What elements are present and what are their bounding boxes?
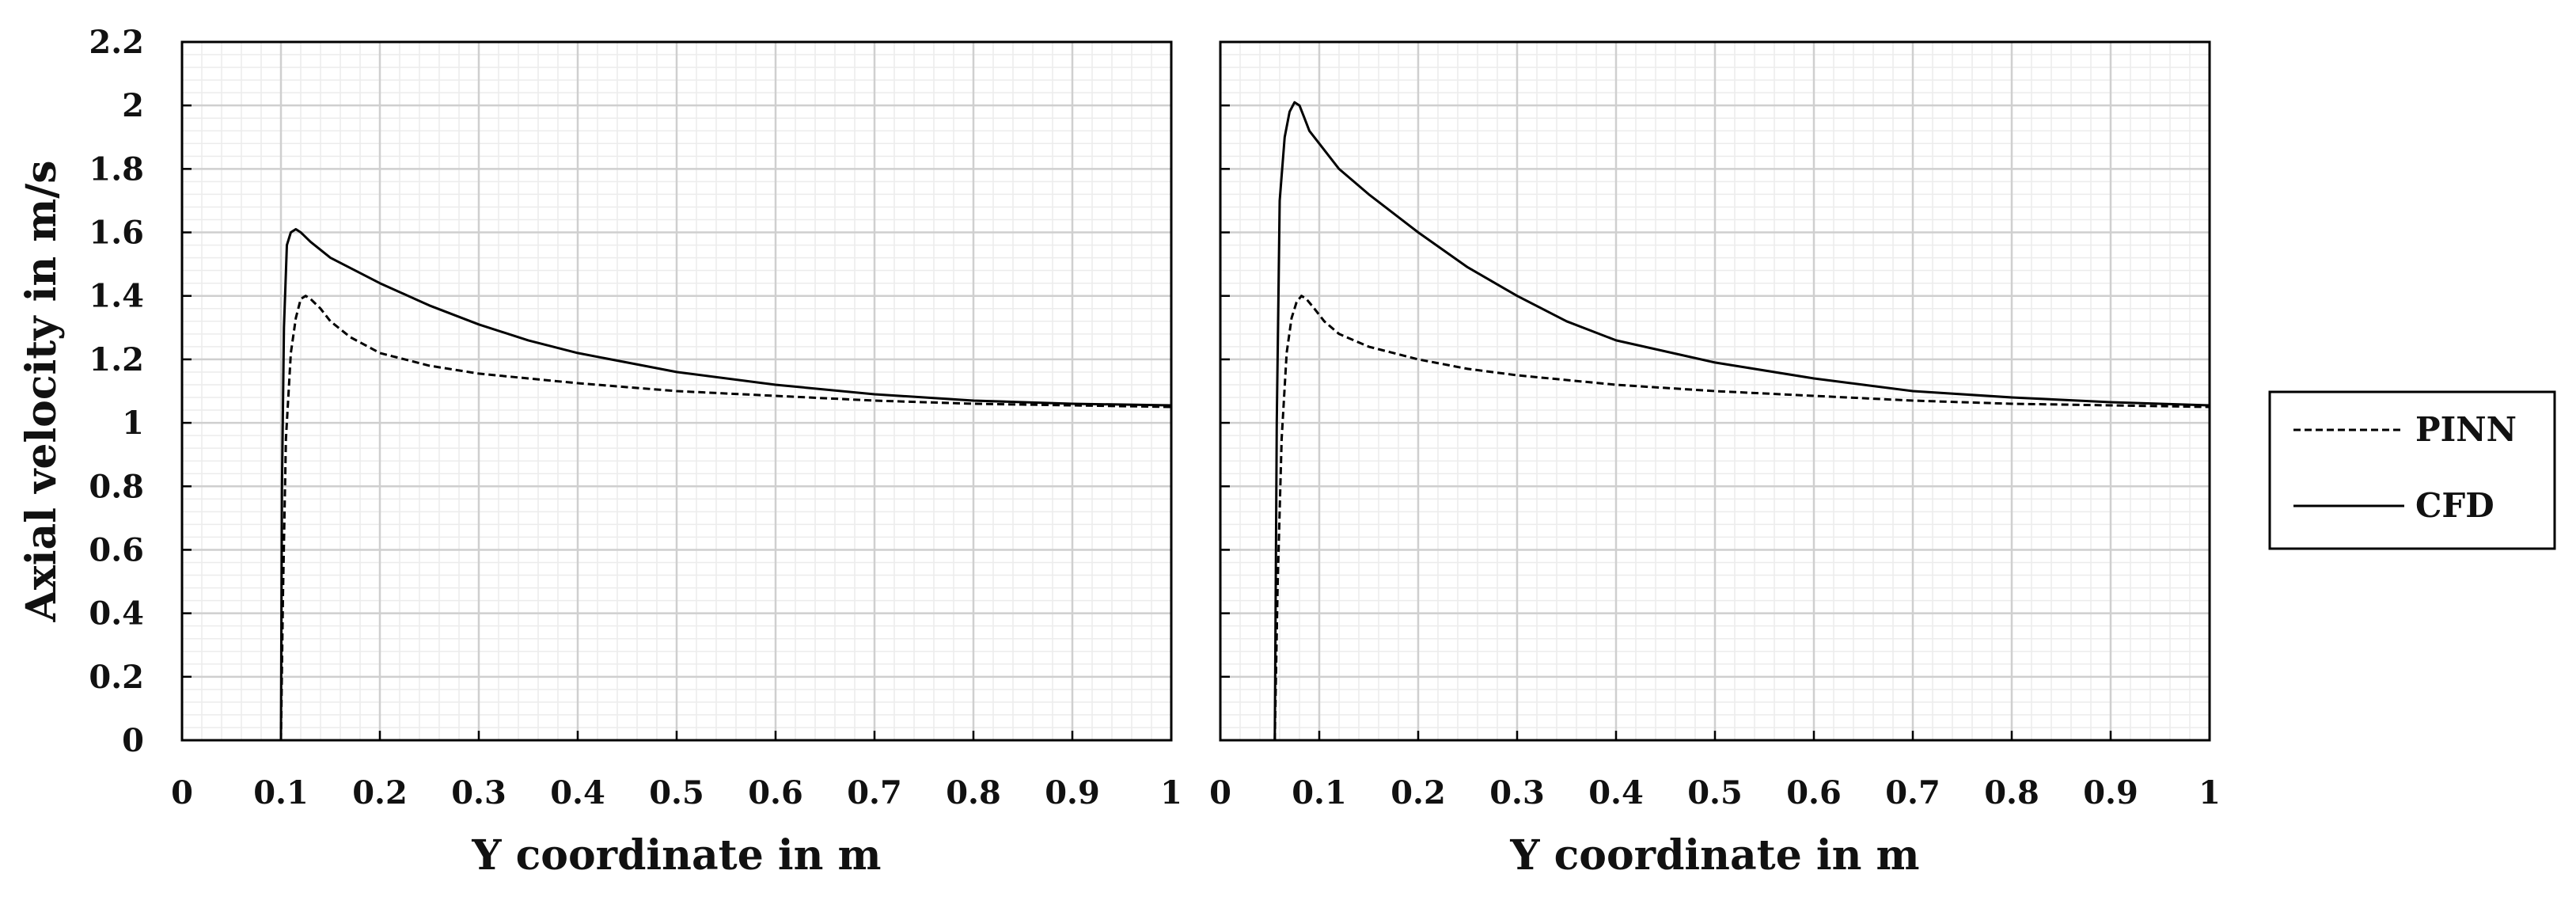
left-x-tick-label: 0.4	[550, 774, 605, 811]
right-series	[1273, 101, 2210, 741]
right-x-tick-label: 0.8	[1984, 774, 2039, 811]
right-x-tick-label: 0.7	[1885, 774, 1941, 811]
right-x-tick-label: 1	[2199, 774, 2221, 811]
left-x-tick-label: 0.5	[649, 774, 704, 811]
right-x-tick-label: 0.4	[1588, 774, 1644, 811]
legend-pinn-label: PINN	[2415, 410, 2517, 449]
left-y-tick-label: 1.8	[89, 150, 144, 188]
left-y-tick-label: 0.8	[89, 468, 144, 505]
left-x-tick-label: 1	[1160, 774, 1182, 811]
left-series	[279, 228, 1172, 741]
left-x-tick-label: 0	[171, 774, 193, 811]
right-plot-frame	[1219, 40, 2211, 742]
left-y-tick-label: 0	[122, 722, 144, 759]
left-x-tick-label: 0.9	[1045, 774, 1100, 811]
left-plot-frame	[180, 40, 1173, 742]
left-y-tick-label: 1.6	[89, 215, 144, 252]
left-grid	[182, 42, 1171, 740]
right-cfd-line	[1273, 101, 2210, 741]
right-x-tick-label: 0.9	[2083, 774, 2138, 811]
left-x-tick-label: 0.6	[748, 774, 803, 811]
right-x-tick-label: 0.3	[1489, 774, 1545, 811]
right-pinn-line	[1273, 295, 2210, 741]
left-x-tick-label: 0.7	[847, 774, 902, 811]
left-cfd-line	[279, 228, 1172, 741]
left-ticks: 0 0.1 0.2 0.3 0.4 0.5 0.6 0.7 0.8 0.9 1 0 0.2 0.4 0.6 0…	[89, 24, 1182, 811]
left-y-tick-label: 1.2	[89, 341, 144, 378]
left-x-tick-label: 0.8	[946, 774, 1001, 811]
right-grid	[1220, 42, 2210, 740]
right-panel: 0 0.1 0.2 0.3 0.4 0.5 0.6 0.7 0.8 0.9 1 Y coordina…	[1209, 40, 2221, 880]
left-panel: 0 0.1 0.2 0.3 0.4 0.5 0.6 0.7 0.8 0.9 1 0 0.2 0.4 0.6 0…	[89, 24, 1182, 880]
left-y-tick-label: 0.4	[89, 595, 144, 633]
left-pinn-line	[279, 295, 1172, 741]
left-y-tick-label: 1	[122, 405, 144, 442]
right-x-tick-label: 0.5	[1687, 774, 1743, 811]
legend: PINN CFD	[2268, 390, 2556, 550]
left-x-tick-label: 0.2	[352, 774, 408, 811]
legend-box	[2268, 390, 2556, 550]
legend-cfd-label: CFD	[2415, 486, 2494, 525]
left-x-tick-label: 0.3	[451, 774, 506, 811]
left-y-tick-label: 2.2	[89, 24, 144, 61]
left-x-axis-label: Y coordinate in m	[471, 831, 881, 880]
right-ticks: 0 0.1 0.2 0.3 0.4 0.5 0.6 0.7 0.8 0.9 1	[1209, 40, 2221, 811]
right-x-axis-label: Y coordinate in m	[1509, 831, 1919, 880]
left-x-tick-label: 0.1	[253, 774, 309, 811]
left-y-tick-label: 1.4	[89, 278, 144, 315]
left-y-tick-label: 2	[122, 87, 144, 124]
right-x-tick-label: 0.6	[1786, 774, 1842, 811]
left-y-tick-label: 0.2	[89, 659, 144, 696]
right-x-tick-label: 0.1	[1292, 774, 1347, 811]
y-axis-label: Axial velocity in m/s	[17, 160, 66, 622]
right-x-tick-label: 0	[1209, 774, 1231, 811]
left-y-tick-label: 0.6	[89, 531, 144, 568]
right-x-tick-label: 0.2	[1390, 774, 1446, 811]
